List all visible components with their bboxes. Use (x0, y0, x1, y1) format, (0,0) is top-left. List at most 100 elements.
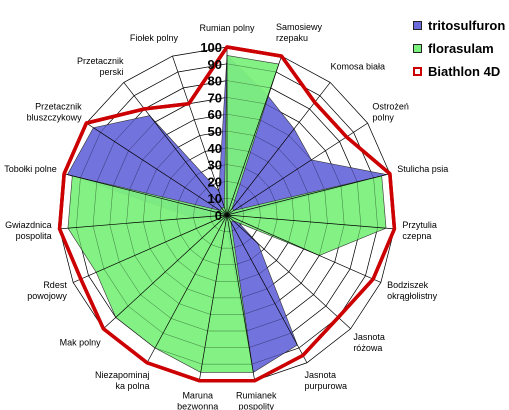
grid-ring-overlay (92, 80, 362, 348)
spoke (146, 214, 228, 363)
category-label-line: purpurowa (304, 381, 347, 391)
tick-label: 100 (200, 40, 222, 55)
category-label: Samosiewy rzepaku (276, 22, 323, 43)
tick-label: 40 (208, 141, 222, 156)
category-label-line: Przytulia (402, 220, 437, 230)
spoke (226, 214, 351, 330)
legend-item-florasulam: florasulam (413, 37, 505, 60)
tick-label: 30 (208, 158, 222, 173)
category-label: Rumianek pospolity (236, 390, 277, 410)
category-label: Mak polny (60, 337, 102, 347)
category-label-line: bezwonna (177, 401, 218, 410)
category-label: Jasnota purpurowa (304, 370, 347, 391)
legend-label: Biathlon 4D (428, 64, 501, 79)
category-label: Przetacznik perski (77, 56, 124, 77)
tick-label: 70 (208, 90, 222, 105)
grid-ring-overlay (193, 181, 261, 249)
legend-swatch-tritosulfuron (413, 21, 422, 30)
series-line-top (57, 45, 397, 383)
category-label-line: Tobołki polne (4, 164, 57, 174)
spoke (86, 122, 228, 216)
series-layer (57, 45, 397, 383)
category-label-line: Przetacznik (35, 102, 82, 112)
spoke (226, 214, 395, 230)
tick-label: 10 (208, 191, 222, 206)
legend-swatch-biathlon (413, 67, 422, 76)
category-label-line: perski (100, 67, 124, 77)
grid-ring-overlay (76, 63, 378, 365)
category-label: Stulicha psia (397, 164, 448, 174)
category-label-line: bluszczykowy (27, 113, 83, 123)
category-label-line: różowa (353, 343, 382, 353)
category-label-line: Stulicha psia (397, 164, 448, 174)
category-label-line: rzepaku (276, 33, 308, 43)
category-label-line: Przetacznik (77, 56, 124, 66)
category-label-line: Maruna (182, 390, 213, 400)
category-label-line: Samosiewy (276, 22, 323, 32)
category-label-line: Rdest (43, 280, 67, 290)
spoke (64, 173, 228, 216)
category-label: Tobołki polne (4, 164, 57, 174)
spoke (226, 173, 390, 216)
grid-ring-overlay (176, 164, 278, 265)
category-label-line: Niezapominaj (95, 370, 150, 380)
grid-ring-overlay (109, 97, 345, 332)
spoke (226, 82, 331, 216)
category-label: Jasnota różowa (353, 332, 385, 353)
category-label-line: Rumian polny (199, 23, 255, 33)
category-label: Ostrożeń polny (372, 102, 409, 123)
spoke (59, 214, 228, 230)
legend: tritosulfuron florasulam Biathlon 4D (413, 14, 505, 83)
category-label-line: okrągłolistny (387, 291, 438, 301)
category-label: Maruna bezwonna (177, 390, 218, 410)
spoke (226, 214, 381, 283)
grid-ring-overlay (210, 197, 244, 232)
spoke (73, 214, 228, 283)
category-label: Przytulia czepna (402, 220, 437, 241)
spoke (123, 82, 228, 216)
category-label-line: czepna (402, 231, 431, 241)
spoke (226, 55, 282, 216)
legend-item-tritosulfuron: tritosulfuron (413, 14, 505, 37)
legend-label: florasulam (428, 41, 494, 56)
category-label-line: pospolity (239, 401, 275, 410)
category-label-line: Gwiazdnica (5, 220, 52, 230)
grid-ring-overlay (159, 147, 295, 282)
tick-label: 50 (208, 124, 222, 139)
spoke (226, 122, 368, 216)
legend-item-biathlon: Biathlon 4D (413, 60, 505, 83)
category-label-line: Bodziszek (387, 280, 429, 290)
category-label: Gwiazdnica pospolita (5, 220, 52, 241)
tick-label: 80 (208, 74, 222, 89)
category-labels: Rumian polny Samosiewy rzepaku Komosa biała… (4, 22, 448, 410)
tick-label: 20 (208, 174, 222, 189)
category-label: Komosa biała (330, 62, 385, 72)
category-label-line: Fiołek polny (130, 33, 179, 43)
spoke (226, 214, 255, 381)
tick-label: 90 (208, 57, 222, 72)
legend-swatch-florasulam (413, 44, 422, 53)
category-label-line: pospolita (16, 231, 52, 241)
category-label-line: Komosa biała (330, 62, 385, 72)
spoke (172, 55, 228, 216)
spoke (199, 214, 228, 381)
grid-ring-overlay (143, 130, 311, 299)
spoke (103, 214, 228, 330)
category-label: Rumian polny (199, 23, 255, 33)
tick-label: 0 (215, 208, 222, 223)
legend-label: tritosulfuron (428, 18, 506, 33)
category-label-line: Ostrożeń (372, 102, 409, 112)
category-label: Przetacznik bluszczykowy (27, 102, 83, 123)
category-label-line: ka polna (115, 381, 149, 391)
category-label-line: Mak polny (60, 337, 102, 347)
category-label: Fiołek polny (130, 33, 179, 43)
category-label-line: powojowy (27, 291, 67, 301)
grid-ring-overlay (126, 113, 328, 315)
category-label: Bodziszek okrągłolistny (387, 280, 438, 301)
category-label-line: Rumianek (236, 390, 277, 400)
category-label: Rdest powojowy (27, 280, 67, 301)
tick-label: 60 (208, 107, 222, 122)
